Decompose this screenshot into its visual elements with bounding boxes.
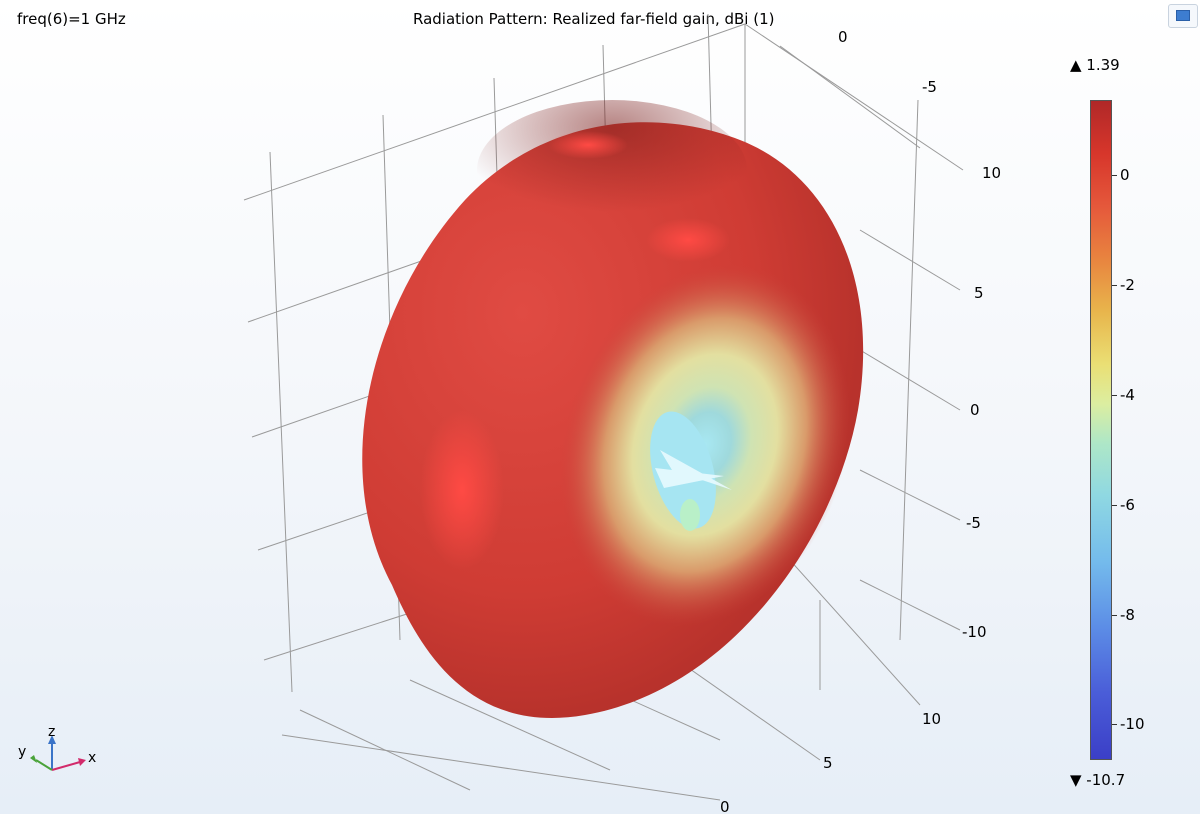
- parameter-label: freq(6)=1 GHz: [17, 10, 126, 28]
- colorbar-gradient: [1090, 100, 1112, 760]
- colorbar-tick-neg8: -8: [1120, 606, 1135, 624]
- axis-label-bottom-3: 0: [720, 798, 730, 814]
- axis-label-right-3: 5: [974, 284, 984, 302]
- colorbar-tick-0: 0: [1120, 166, 1130, 184]
- colorbar-max-label: ▲ 1.39: [1070, 56, 1120, 74]
- colorbar-tick-neg6: -6: [1120, 496, 1135, 514]
- axis-label-bottom-2: 5: [823, 754, 833, 772]
- radiation-surface: [362, 100, 864, 718]
- colorbar-tick-neg4: -4: [1120, 386, 1135, 404]
- triad-y-label: y: [18, 744, 26, 760]
- window-icon: [1176, 10, 1190, 21]
- axis-label-right-1: -5: [922, 78, 937, 96]
- axis-label-right-2: 10: [982, 164, 1001, 182]
- colorbar-tick-neg10: -10: [1120, 715, 1145, 733]
- orientation-triad: [30, 735, 86, 771]
- axis-label-right-5: -5: [966, 514, 981, 532]
- triad-x-label: x: [88, 750, 96, 766]
- colorbar-min-label: ▼ -10.7: [1070, 771, 1126, 789]
- colorbar: 0 -2 -4 -6 -8 -10: [1090, 100, 1145, 760]
- window-toggle-button[interactable]: [1168, 4, 1198, 28]
- axis-label-top-zero: 0: [838, 28, 848, 46]
- axis-label-bottom-1: 10: [922, 710, 941, 728]
- axis-label-right-6: -10: [962, 623, 987, 641]
- axis-label-right-4: 0: [970, 401, 980, 419]
- colorbar-tick-neg2: -2: [1120, 276, 1135, 294]
- triad-z-label: z: [48, 724, 55, 740]
- plot-title: Radiation Pattern: Realized far-field ga…: [413, 10, 775, 28]
